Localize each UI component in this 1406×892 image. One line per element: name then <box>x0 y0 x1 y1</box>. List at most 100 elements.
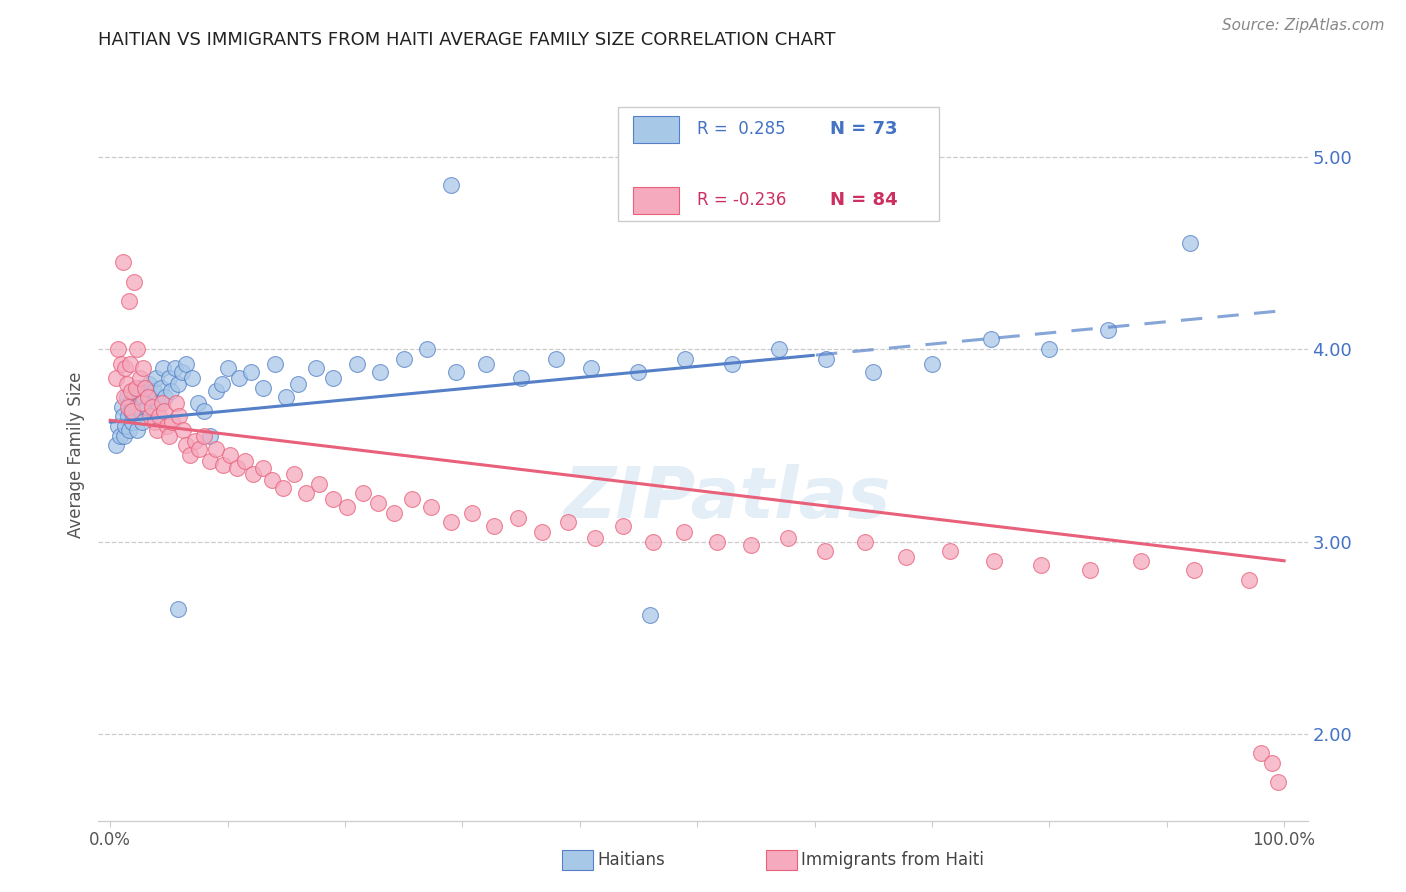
Point <box>181 371 204 385</box>
Point <box>150 396 173 410</box>
Point <box>107 419 129 434</box>
Point <box>721 358 744 372</box>
Point <box>212 458 235 472</box>
Text: N = 73: N = 73 <box>830 120 897 138</box>
Point <box>1250 746 1272 760</box>
Point <box>219 448 242 462</box>
Point <box>105 371 128 385</box>
Point <box>118 423 141 437</box>
Point <box>111 400 134 414</box>
Point <box>1080 563 1102 577</box>
Point <box>153 403 176 417</box>
Point <box>546 351 568 366</box>
Point <box>136 390 159 404</box>
Point <box>167 602 190 616</box>
Text: Source: ZipAtlas.com: Source: ZipAtlas.com <box>1222 18 1385 33</box>
Point <box>125 380 148 394</box>
Point <box>853 534 876 549</box>
FancyBboxPatch shape <box>619 108 939 221</box>
Point <box>262 473 284 487</box>
Point <box>392 351 415 366</box>
Point <box>141 390 163 404</box>
Point <box>226 461 249 475</box>
Point <box>108 428 131 442</box>
Point <box>129 403 152 417</box>
Point <box>134 380 156 394</box>
Point <box>283 467 305 482</box>
FancyBboxPatch shape <box>633 187 679 213</box>
Point <box>117 400 139 414</box>
Point <box>120 384 142 399</box>
Point <box>446 365 468 379</box>
Point <box>127 380 149 394</box>
Point <box>1261 756 1284 770</box>
Text: R =  0.285: R = 0.285 <box>697 120 786 138</box>
Point <box>740 538 762 552</box>
Point <box>346 358 368 372</box>
Point <box>115 376 138 391</box>
Point <box>112 390 135 404</box>
Point <box>1097 323 1119 337</box>
Point <box>287 376 309 391</box>
Point <box>304 361 326 376</box>
Point <box>170 365 193 379</box>
Point <box>938 544 960 558</box>
Point <box>165 396 187 410</box>
Point <box>127 342 149 356</box>
Point <box>172 423 194 437</box>
Point <box>367 496 389 510</box>
FancyBboxPatch shape <box>633 116 679 143</box>
Point <box>673 351 696 366</box>
Point <box>128 371 150 385</box>
Point <box>1182 563 1205 577</box>
Point <box>204 442 226 457</box>
Point <box>583 531 606 545</box>
Point <box>187 396 209 410</box>
Point <box>148 396 170 410</box>
Point <box>138 376 160 391</box>
Point <box>120 403 142 417</box>
Point <box>531 524 554 539</box>
Point <box>439 178 461 193</box>
Text: Immigrants from Haiti: Immigrants from Haiti <box>801 851 984 869</box>
Point <box>1180 236 1202 251</box>
Point <box>183 434 205 449</box>
Point <box>110 358 132 372</box>
Point <box>252 461 274 475</box>
Point <box>193 403 215 417</box>
Text: Haitians: Haitians <box>598 851 665 869</box>
Point <box>155 390 177 404</box>
Point <box>401 492 423 507</box>
Point <box>122 384 145 399</box>
Point <box>204 384 226 399</box>
Point <box>124 409 146 424</box>
Point <box>211 376 233 391</box>
Point <box>814 544 837 558</box>
Point <box>983 554 1005 568</box>
Point <box>127 423 149 437</box>
Point <box>322 492 344 507</box>
Point <box>131 396 153 410</box>
Point <box>145 371 167 385</box>
Point <box>198 453 221 467</box>
Point <box>1029 558 1052 572</box>
Point <box>557 516 579 530</box>
Point <box>122 275 145 289</box>
Point <box>155 419 177 434</box>
Point <box>228 371 250 385</box>
Point <box>134 380 156 394</box>
Point <box>117 409 139 424</box>
Point <box>352 486 374 500</box>
Point <box>706 534 728 549</box>
Text: ZIPatlas: ZIPatlas <box>564 465 891 533</box>
Point <box>768 342 790 356</box>
Point <box>233 453 256 467</box>
Point <box>612 519 634 533</box>
Point <box>510 371 533 385</box>
Point <box>322 371 344 385</box>
Point <box>308 476 330 491</box>
Point <box>157 428 180 442</box>
Point <box>107 342 129 356</box>
Point <box>167 376 190 391</box>
Point <box>112 409 135 424</box>
